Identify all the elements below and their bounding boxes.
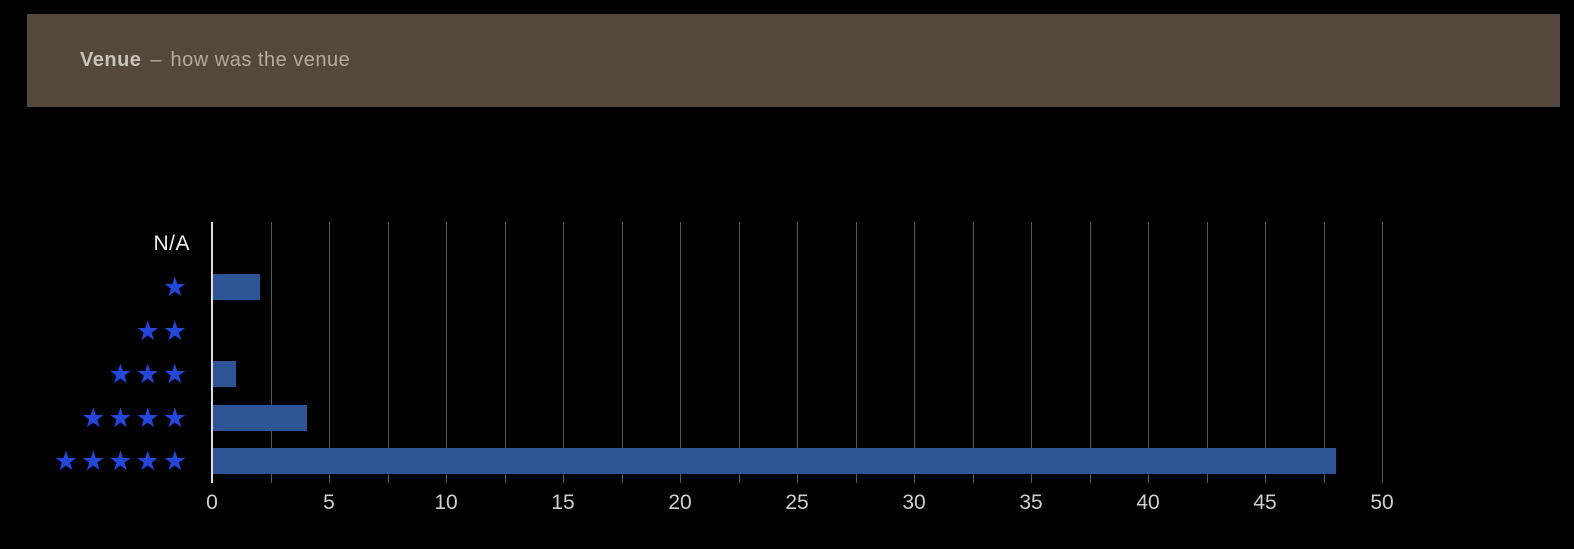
star-icon: ★ [135,402,163,433]
gridline [1323,222,1325,483]
y-label-1-star: ★ [163,271,190,303]
question-title: Venue [80,49,142,71]
bar-5-stars [213,448,1337,475]
star-icon: ★ [162,315,190,346]
star-icon: ★ [135,359,163,390]
gridline [1089,222,1091,483]
gridline [914,222,915,483]
gridline [1148,222,1149,483]
x-tick-label-5: 5 [323,491,335,514]
gridline [1265,222,1266,483]
star-icon: ★ [135,446,163,477]
gridline [1382,222,1383,483]
x-tick-label-50: 50 [1370,491,1394,514]
gridline [621,222,623,483]
gridline [563,222,564,483]
star-icon: ★ [162,272,190,303]
question-subtitle: how was the venue [170,49,351,71]
x-tick-label-45: 45 [1253,491,1277,514]
gridline [1031,222,1032,483]
plot-area [211,222,1383,483]
bar-1-star [213,274,260,301]
x-tick-label-10: 10 [434,491,458,514]
gridline [855,222,857,483]
title-separator: – [150,49,162,71]
star-icon: ★ [108,359,136,390]
gridline [270,222,272,483]
na-label: N/A [153,231,190,255]
star-icon: ★ [162,402,190,433]
gridline [1206,222,1208,483]
y-axis-line [211,222,213,483]
y-axis-labels: N/A ★ ★★ ★★★ ★★★★ ★★★★★ [0,222,190,483]
x-tick-label-35: 35 [1019,491,1043,514]
question-header: Venue – how was the venue [27,14,1560,107]
gridline [797,222,798,483]
star-icon: ★ [53,446,82,477]
star-icon: ★ [108,402,136,433]
y-label-5-stars: ★★★★★ [54,445,190,477]
gridline [972,222,974,483]
y-label-4-stars: ★★★★ [81,402,190,434]
y-label-3-stars: ★★★ [108,358,190,390]
star-icon: ★ [162,359,190,390]
star-icon: ★ [81,402,109,433]
y-label-2-stars: ★★ [136,315,190,347]
x-tick-label-15: 15 [551,491,575,514]
gridline [504,222,506,483]
star-icon: ★ [162,446,190,477]
gridline [680,222,681,483]
gridline [738,222,740,483]
x-axis-labels: 0 5 10 15 20 25 30 35 40 45 50 [206,491,1482,515]
gridline [387,222,389,483]
bar-3-stars [213,361,237,388]
x-tick-label-0: 0 [206,491,218,514]
star-icon: ★ [135,315,163,346]
gridline [446,222,447,483]
gridline [329,222,330,483]
x-tick-label-30: 30 [902,491,926,514]
star-icon: ★ [108,446,136,477]
y-label-n-a: N/A [153,228,190,260]
x-tick-label-40: 40 [1136,491,1160,514]
x-tick-label-25: 25 [785,491,809,514]
bar-4-stars [213,404,307,431]
star-icon: ★ [81,446,109,477]
x-tick-label-20: 20 [668,491,692,514]
